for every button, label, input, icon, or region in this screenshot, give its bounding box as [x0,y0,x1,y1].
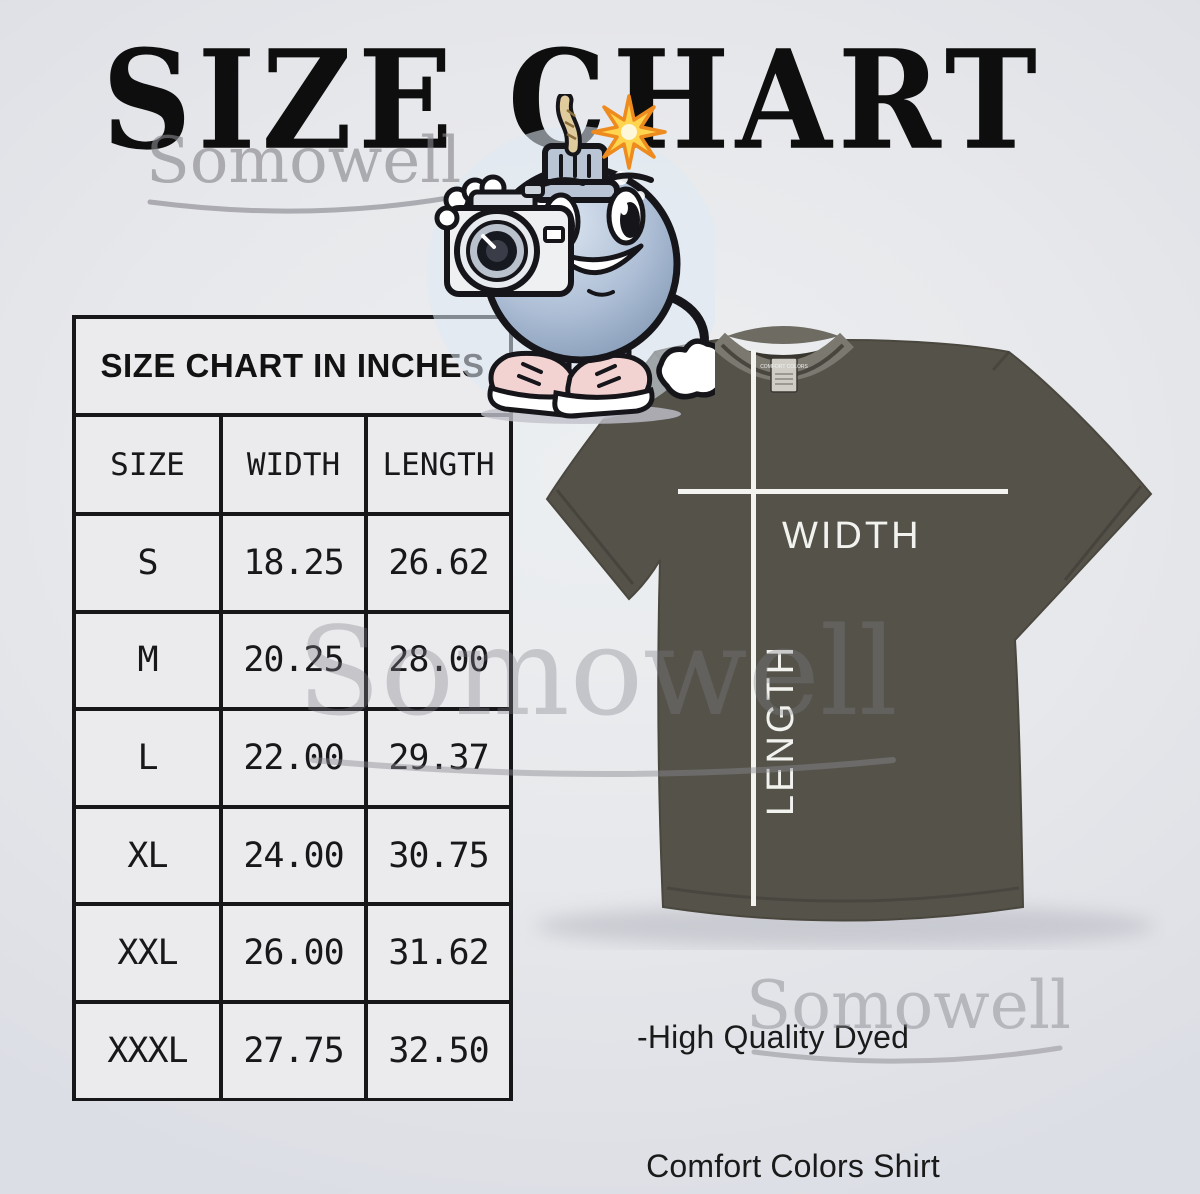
col-header-size: SIZE [76,417,219,512]
table-cell-size: XL [76,808,219,903]
collar-back [727,326,839,344]
bomb-fuse [555,94,582,157]
tshirt-mockup: COMFORT COLORS WIDTH LENGTH [535,326,1155,948]
shirt-shadow [535,904,1155,948]
table-cell-width: 27.75 [223,1003,364,1098]
hem-seam [666,886,1020,903]
table-cell-width: 24.00 [223,808,364,903]
table-cell-width: 18.25 [223,516,364,610]
width-label: WIDTH [782,515,922,557]
table-cell-length: 26.62 [368,516,509,610]
length-measure-line [751,350,756,906]
sleeve-seam-right [1063,485,1143,581]
table-cell-width: 20.25 [223,613,364,708]
table-cell-length: 30.75 [368,808,509,903]
table-cell-width: 26.00 [223,906,364,1000]
feature-list: -High Quality Dyed Comfort Colors Shirt … [637,930,1124,1194]
bomb-mascot [427,94,715,424]
table-cell-length: 29.37 [368,711,509,805]
table-cell-size: S [76,516,219,610]
width-measure-line [678,489,1008,494]
spark-icon [591,94,667,170]
table-cell-size: M [76,613,219,708]
feature-line: Comfort Colors Shirt [637,1148,940,1184]
length-label: LENGTH [760,644,802,816]
camera-icon [434,174,574,297]
col-header-width: WIDTH [223,417,364,512]
feature-line: -High Quality Dyed [637,1019,910,1055]
collar-label: COMFORT COLORS [760,357,808,393]
col-header-length: LENGTH [368,417,509,512]
collar-brand-text: COMFORT COLORS [760,364,808,370]
table-cell-size: L [76,711,219,805]
size-table: SIZE CHART IN INCHES SIZE WIDTH LENGTH S… [72,315,513,1101]
table-title: SIZE CHART IN INCHES [76,319,509,413]
sneaker-right [552,352,655,419]
table-cell-length: 28.00 [368,613,509,708]
table-cell-length: 32.50 [368,1003,509,1098]
watermark-swoosh [147,195,451,214]
table-cell-width: 22.00 [223,711,364,805]
table-cell-length: 31.62 [368,906,509,1000]
glove-right [656,338,715,400]
table-cell-size: XXL [76,906,219,1000]
sleeve-seam-left [555,489,635,585]
table-cell-size: XXXL [76,1003,219,1098]
shirt-body [545,338,1153,922]
